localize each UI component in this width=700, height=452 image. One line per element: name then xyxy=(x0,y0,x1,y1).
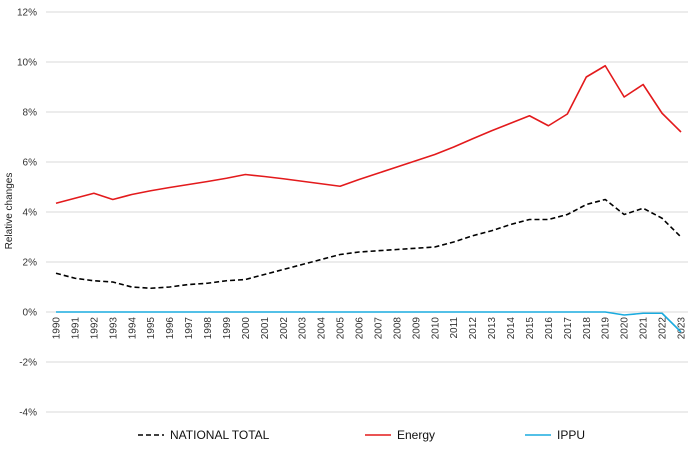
series-lines xyxy=(55,64,682,333)
x-tick-label: 2004 xyxy=(317,317,328,340)
x-tick-label: 2009 xyxy=(411,317,422,340)
x-tick-label: 1992 xyxy=(89,317,100,340)
x-tick-label: 2000 xyxy=(241,317,252,340)
y-tick-label: 0% xyxy=(23,308,38,319)
series-line-ippu xyxy=(56,311,682,333)
x-axis-ticks: 1990 1991 1992 1993 1994 1995 1996 1997 1998 1999… xyxy=(52,317,688,340)
x-tick-label: 2022 xyxy=(658,317,669,340)
x-tick-label: 2021 xyxy=(639,317,650,340)
y-axis-ticks: -4% -2% 0% 2% 4% 6% 8% 10% 12% xyxy=(17,8,37,419)
x-tick-label: 2005 xyxy=(336,317,347,340)
x-tick-label: 2016 xyxy=(544,317,555,340)
y-tick-label: -2% xyxy=(19,358,37,369)
legend-label: NATIONAL TOTAL xyxy=(170,428,270,442)
x-tick-label: 2023 xyxy=(677,317,688,340)
y-tick-label: 2% xyxy=(23,258,38,269)
x-tick-label: 1990 xyxy=(52,317,63,340)
x-tick-label: 2015 xyxy=(525,317,536,340)
y-tick-label: 6% xyxy=(23,158,38,169)
gridlines xyxy=(46,11,688,413)
x-tick-label: 2020 xyxy=(620,317,631,340)
x-tick-label: 2018 xyxy=(582,317,593,340)
x-tick-label: 2001 xyxy=(260,317,271,340)
y-tick-label: 8% xyxy=(23,108,38,119)
legend: NATIONAL TOTAL Energy IPPU xyxy=(138,428,585,442)
x-tick-label: 1997 xyxy=(184,317,195,340)
x-tick-label: 2013 xyxy=(487,317,498,340)
y-axis-label: Relative changes xyxy=(4,173,15,250)
y-tick-label: -4% xyxy=(19,408,37,419)
x-tick-label: 1993 xyxy=(108,317,119,340)
x-tick-label: 2008 xyxy=(392,317,403,340)
y-tick-label: 10% xyxy=(17,58,37,69)
x-tick-label: 2012 xyxy=(468,317,479,340)
series-line-national-total xyxy=(55,198,682,290)
x-tick-label: 2014 xyxy=(506,317,517,340)
x-tick-label: 2019 xyxy=(601,317,612,340)
x-tick-label: 1994 xyxy=(127,317,138,340)
x-tick-label: 2007 xyxy=(373,317,384,340)
x-tick-label: 2011 xyxy=(449,317,460,339)
y-tick-label: 12% xyxy=(17,8,37,19)
x-tick-label: 1996 xyxy=(165,317,176,340)
x-tick-label: 1991 xyxy=(70,317,81,340)
y-tick-label: 4% xyxy=(23,208,38,219)
series-line-energy xyxy=(55,64,682,205)
legend-label: IPPU xyxy=(557,428,585,442)
x-tick-label: 2002 xyxy=(279,317,290,340)
x-tick-label: 2017 xyxy=(563,317,574,340)
x-tick-label: 1999 xyxy=(222,317,233,340)
legend-label: Energy xyxy=(397,428,435,442)
x-tick-label: 2010 xyxy=(430,317,441,340)
x-tick-label: 2006 xyxy=(355,317,366,340)
x-tick-label: 1995 xyxy=(146,317,157,340)
x-tick-label: 1998 xyxy=(203,317,214,340)
x-tick-label: 2003 xyxy=(298,317,309,340)
